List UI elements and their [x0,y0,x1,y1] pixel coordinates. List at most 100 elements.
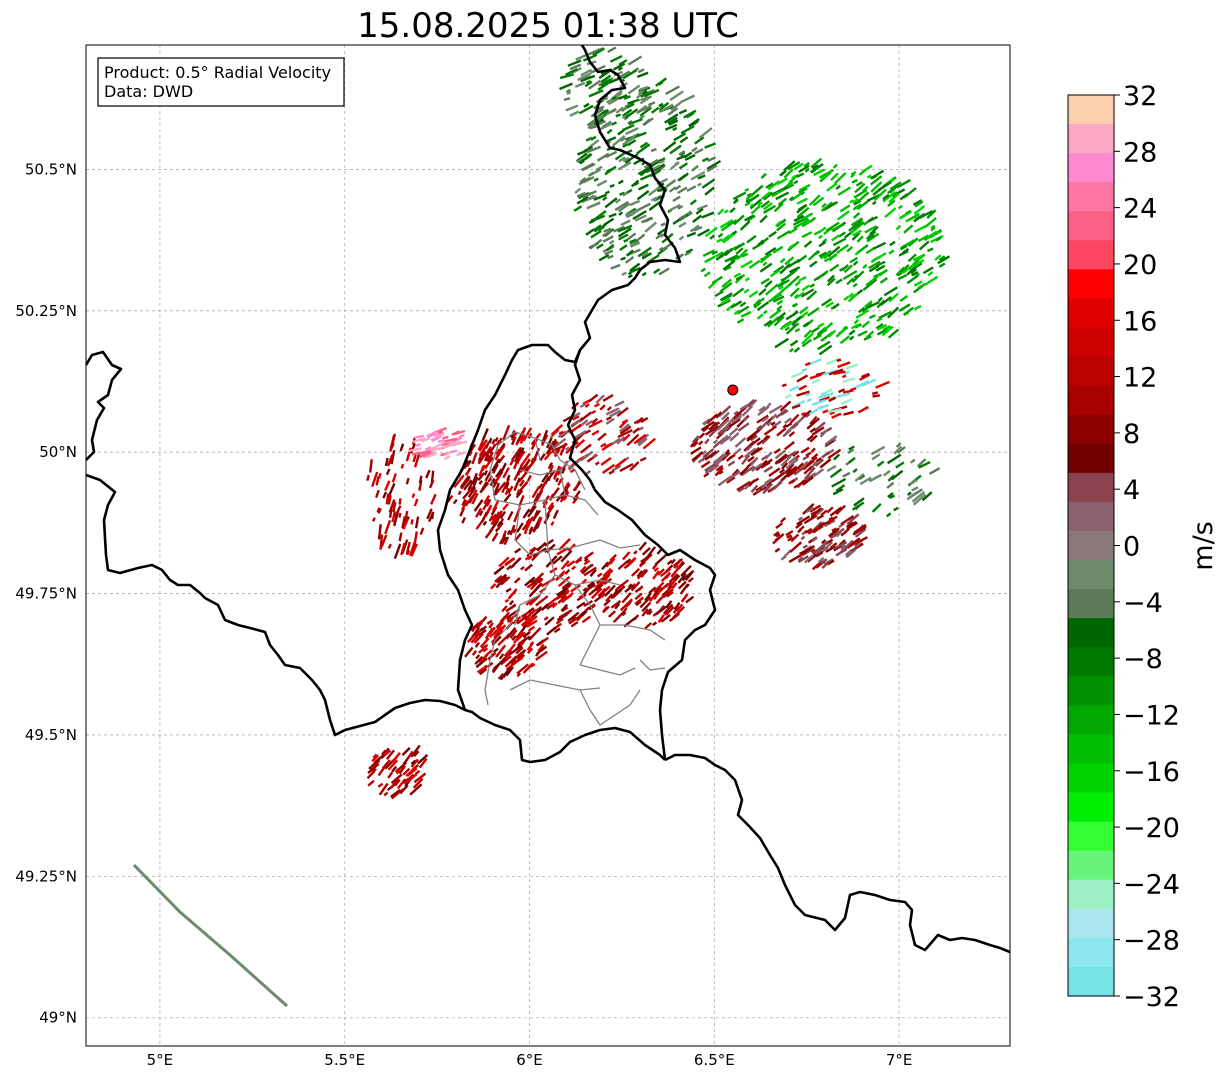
echo-streak [586,115,601,127]
echo-streak [780,409,789,416]
echo-streak [486,627,494,637]
echo-streak [736,305,750,315]
echo-streak [871,453,881,461]
echo-streak [688,119,698,128]
echo-streak [505,604,517,613]
echo-streak [387,759,399,771]
echo-streak [598,78,609,87]
echo-streak [655,232,663,240]
echo-streak [522,427,533,442]
echo-streak [527,615,538,625]
echo-streak [711,250,719,256]
echo-streak [926,209,937,219]
echo-streak [618,156,626,163]
echo-streak [715,251,724,258]
echo-streak [733,214,745,226]
echo-streak [808,194,821,207]
echo-streak [793,220,806,230]
echo-streak [478,629,487,637]
echo-streak [390,788,401,798]
echo-streak [617,224,633,233]
echo-streak [737,454,744,460]
echo-streak [552,555,563,565]
echo-streak [529,546,536,553]
echo-streak [377,762,389,777]
echo-streak [828,527,840,538]
echo-streak [371,754,380,763]
echo-streak [878,268,888,277]
echo-streak [532,523,540,533]
echo-streak [911,490,926,503]
echo-streak [717,232,724,239]
echo-streak [510,658,517,665]
echo-streak [589,238,603,250]
echo-streak [737,486,745,493]
echo-streak [847,448,855,454]
echo-streak [888,192,900,204]
echo-streak [640,568,649,578]
echo-streak [930,224,936,230]
echo-streak [791,422,799,430]
echo-streak [605,407,620,416]
echo-streak [541,471,550,483]
echo-streak [520,565,525,571]
echo-streak [657,614,665,623]
echo-streak [377,507,382,514]
colorbar-swatch [1068,414,1114,445]
echo-streak [639,596,652,609]
echo-streak [496,521,502,528]
echo-streak [652,570,660,580]
echo-streak [875,323,884,330]
echo-streak [686,185,697,193]
echo-streak [399,443,405,452]
echo-streak [652,163,666,172]
colorbar-tick-label: −28 [1123,926,1180,957]
echo-streak [406,766,416,777]
echo-streak [628,117,643,126]
echo-streak [607,98,618,106]
echo-streak [923,216,937,229]
echo-streak [781,383,787,388]
echo-streak [843,410,854,416]
echo-streak [637,68,645,74]
echo-streak [762,204,777,214]
echo-streak [835,326,849,338]
echo-streak [515,631,527,642]
echo-streak [801,368,808,372]
echo-streak [811,544,826,555]
echo-streak [701,211,715,219]
echo-streak [829,263,840,272]
echo-streak [873,188,887,202]
echo-streak [811,456,818,462]
echo-streak [883,286,898,297]
echo-streak [821,202,827,209]
echo-streak [876,316,883,323]
echo-streak [377,782,384,788]
echo-streak [379,534,384,550]
echo-streak [602,605,610,613]
echo-streak [366,474,370,482]
echo-streak [819,429,828,438]
echo-streak [876,460,885,467]
echo-streak [680,125,695,135]
echo-streak [835,504,846,516]
echo-streak [556,546,569,556]
echo-streak [667,584,672,590]
echo-streak [713,453,728,464]
echo-streak [818,392,834,399]
echo-streak [613,225,625,233]
colorbar-swatch [1068,530,1114,561]
echo-streak [585,136,593,142]
echo-streak [664,123,678,131]
echo-streak [832,488,844,496]
echo-streak [606,128,613,135]
echo-streak [413,772,427,784]
colorbar-unit-label: m/s [1188,521,1219,570]
echo-streak [480,482,490,493]
echo-streak [815,551,824,558]
echo-streak [841,374,847,379]
echo-streak [391,752,401,763]
echo-streak [478,647,485,654]
echo-streak [516,672,522,678]
echo-streak [511,635,517,641]
